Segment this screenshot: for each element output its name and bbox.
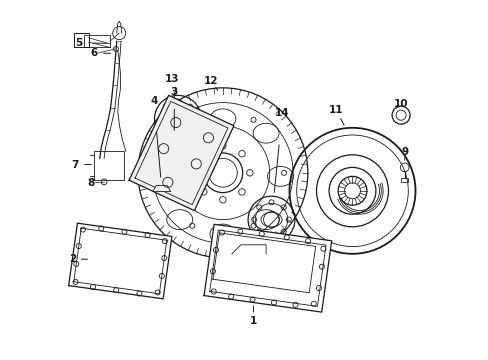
Text: 14: 14: [274, 108, 289, 118]
Text: 6: 6: [90, 48, 98, 58]
Text: 1: 1: [249, 316, 257, 326]
Polygon shape: [203, 224, 331, 312]
Bar: [75, 40, 81, 47]
Bar: [74, 33, 88, 47]
Polygon shape: [152, 185, 170, 192]
Text: 4: 4: [150, 96, 157, 106]
Text: 2: 2: [69, 254, 76, 264]
Text: 9: 9: [400, 147, 407, 157]
Text: 11: 11: [328, 105, 343, 115]
Bar: [94, 151, 123, 180]
Text: 3: 3: [170, 87, 178, 97]
Bar: [84, 50, 97, 57]
Bar: [84, 35, 110, 47]
Polygon shape: [129, 95, 233, 211]
Text: 12: 12: [203, 76, 218, 86]
Text: 13: 13: [165, 74, 180, 84]
Bar: [400, 178, 407, 182]
Polygon shape: [68, 223, 172, 299]
Text: 8: 8: [88, 177, 95, 188]
Text: 7: 7: [71, 159, 79, 170]
Text: 5: 5: [75, 38, 82, 48]
Text: 10: 10: [393, 99, 407, 109]
